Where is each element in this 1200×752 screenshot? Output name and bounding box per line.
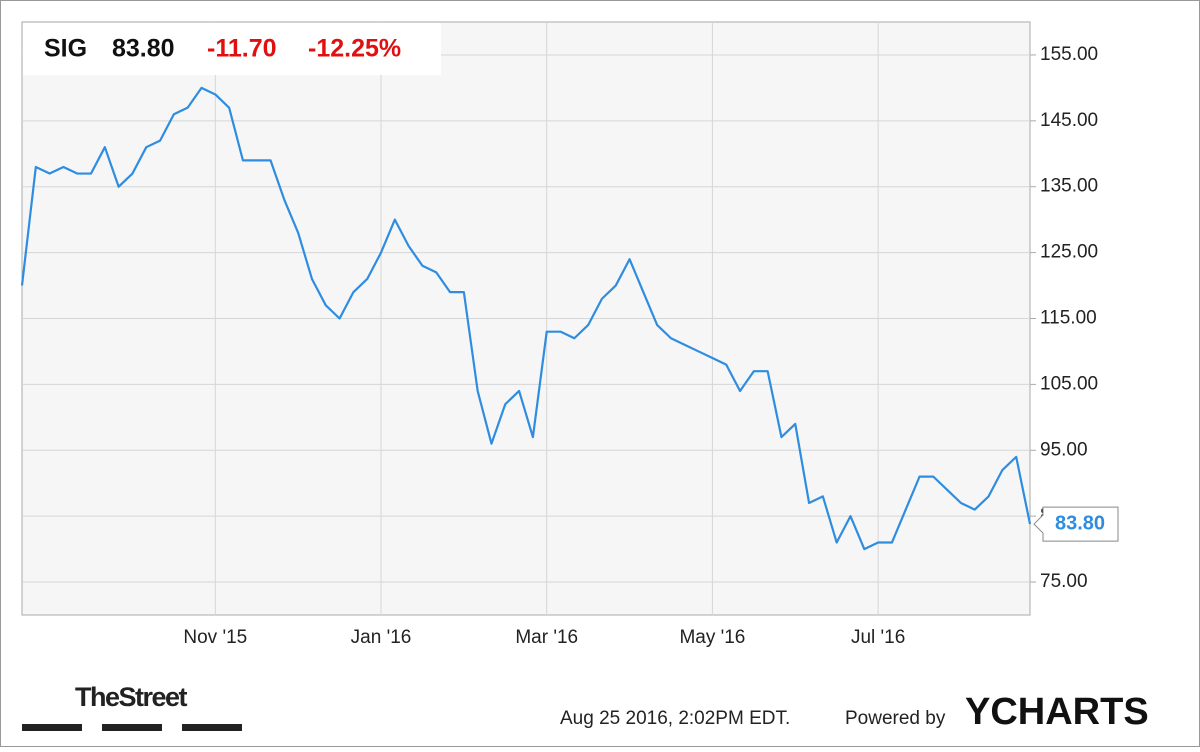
brand-bar: [182, 724, 242, 731]
y-tick-label: 135.00: [1040, 176, 1098, 197]
brand-right: YCHARTS: [965, 691, 1149, 733]
brand-bar: [102, 724, 162, 731]
grid: [22, 22, 1030, 615]
y-tick-label: 155.00: [1040, 44, 1098, 65]
y-tick-label: 115.00: [1040, 308, 1097, 329]
brand-left: TheStreet: [75, 682, 188, 712]
y-tick-label: 125.00: [1040, 242, 1098, 263]
price: 83.80: [112, 35, 175, 63]
brand-bar: [22, 724, 82, 731]
timestamp: Aug 25 2016, 2:02PM EDT.: [560, 708, 790, 729]
y-tick-label: 145.00: [1040, 110, 1098, 131]
powered-by: Powered by: [845, 708, 946, 729]
last-value-box: [1033, 506, 1119, 542]
y-tick-label: 95.00: [1040, 439, 1088, 460]
x-tick-label: Jul '16: [851, 627, 905, 648]
x-tick-label: May '16: [679, 627, 745, 648]
change: -11.70: [207, 35, 277, 63]
x-tick-label: Mar '16: [515, 627, 578, 648]
x-tick-label: Nov '15: [183, 627, 247, 648]
x-tick-label: Jan '16: [351, 627, 412, 648]
y-tick-label: 75.00: [1040, 571, 1088, 592]
ticker: SIG: [44, 35, 87, 63]
y-tick-label: 105.00: [1040, 373, 1098, 394]
price-line: [20, 86, 1032, 551]
change-pct: -12.25%: [308, 35, 401, 63]
last-value-label: 83.80: [1055, 512, 1105, 534]
quote-box: [23, 23, 441, 75]
